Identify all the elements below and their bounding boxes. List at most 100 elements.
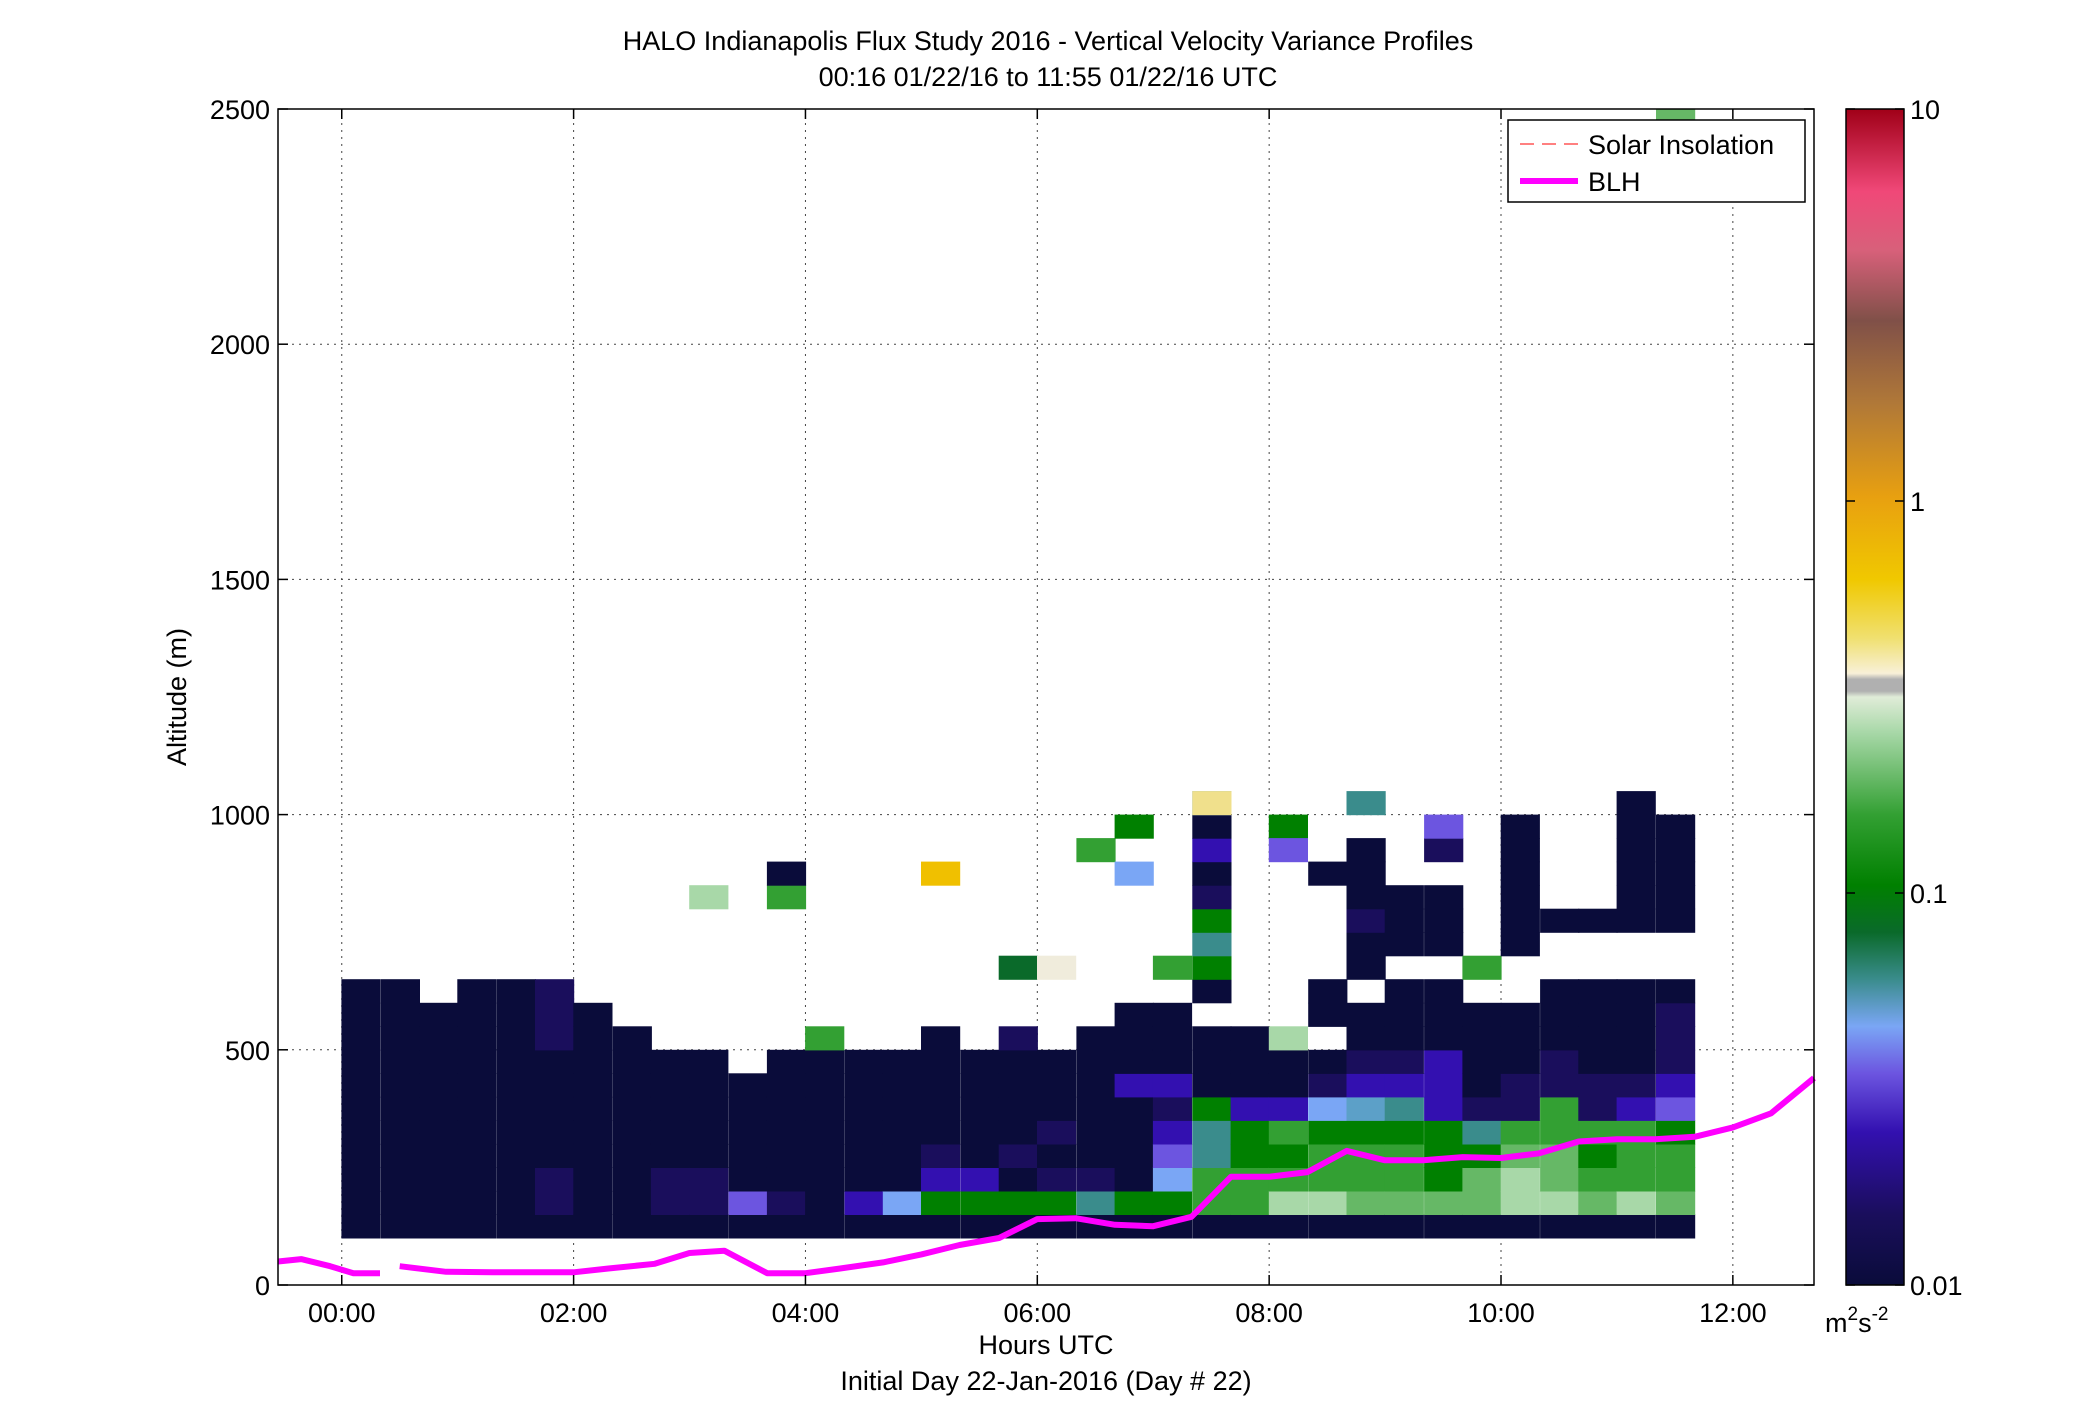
heatmap-cell	[341, 1002, 381, 1027]
colorbar-gradient	[1845, 108, 1905, 1286]
heatmap-cell	[1114, 1190, 1154, 1215]
heatmap-cell	[728, 1120, 768, 1145]
heatmap-cell	[1424, 979, 1464, 1004]
heatmap-cell	[689, 1120, 729, 1145]
y-tick-label: 0	[255, 1271, 270, 1301]
heatmap-cell	[1268, 1096, 1308, 1121]
heatmap-cell	[650, 1214, 691, 1239]
heatmap-cell	[650, 1167, 691, 1192]
heatmap-cell	[1308, 1002, 1348, 1027]
heatmap-cell	[921, 861, 961, 886]
heatmap-cell	[496, 1049, 536, 1074]
heatmap-cell	[1384, 1026, 1424, 1051]
heatmap-cell	[496, 1190, 536, 1215]
heatmap-cell	[1152, 1143, 1193, 1168]
heatmap-cell	[1192, 1073, 1232, 1098]
heatmap-cell	[921, 1073, 961, 1098]
plot-frame	[277, 108, 1815, 1286]
heatmap-cell	[573, 1120, 613, 1145]
heatmap-cell	[1037, 1096, 1077, 1121]
heatmap-cell	[1384, 979, 1424, 1004]
heatmap-cell	[612, 1026, 652, 1051]
heatmap-cell	[805, 1026, 845, 1051]
heatmap-cell	[844, 1190, 884, 1215]
heatmap-cell	[1346, 1073, 1386, 1098]
heatmap-cell	[1656, 1190, 1696, 1215]
heatmap-cell	[882, 1167, 922, 1192]
heatmap-cell	[1656, 885, 1696, 910]
heatmap-cell	[689, 1096, 729, 1121]
heatmap-cell	[1500, 1002, 1540, 1027]
heatmap-cell	[535, 1002, 575, 1027]
heatmap-cell	[960, 1073, 1000, 1098]
heatmap-cell	[457, 1002, 497, 1027]
heatmap-cell	[419, 1143, 459, 1168]
heatmap-cell	[341, 1167, 381, 1192]
heatmap-cell	[1308, 1073, 1348, 1098]
heatmap-cell	[960, 1190, 1000, 1215]
heatmap-cell	[689, 1143, 729, 1168]
heatmap-cell	[1656, 861, 1696, 886]
heatmap-cell	[496, 1026, 536, 1051]
heatmap-cell	[921, 1190, 961, 1215]
heatmap-cell	[341, 1096, 381, 1121]
heatmap-cell	[766, 1190, 807, 1215]
heatmap-cell	[1346, 955, 1386, 980]
heatmap-cell	[882, 1049, 922, 1074]
heatmap-cell	[1500, 885, 1540, 910]
heatmap-cell	[689, 1167, 729, 1192]
heatmap-cell	[1616, 838, 1656, 863]
heatmap-cell	[419, 1096, 459, 1121]
heatmap-cell	[1192, 814, 1232, 839]
heatmap-cell	[1152, 1120, 1193, 1145]
heatmap-cell	[380, 1167, 420, 1192]
heatmap-cell	[1268, 1143, 1308, 1168]
colorbar-tick-label: 1	[1910, 487, 1925, 517]
heatmap-cell	[1384, 885, 1424, 910]
heatmap-cell	[844, 1143, 884, 1168]
heatmap-cell	[1037, 1143, 1077, 1168]
heatmap-cell	[1540, 1026, 1580, 1051]
heatmap-cell	[1424, 1002, 1464, 1027]
heatmap-cell	[535, 1120, 575, 1145]
heatmap-cell	[1076, 1073, 1116, 1098]
heatmap-cell	[805, 1143, 845, 1168]
heatmap-cell	[1076, 1167, 1116, 1192]
heatmap-cell	[535, 1214, 575, 1239]
heatmap-cell	[341, 1026, 381, 1051]
heatmap-cell	[1616, 885, 1656, 910]
heatmap-cell	[1230, 1096, 1270, 1121]
heatmap-cell	[380, 979, 420, 1004]
heatmap-cell	[1616, 1167, 1656, 1192]
heatmap-cell	[689, 885, 729, 910]
heatmap-cell	[1268, 1214, 1308, 1239]
heatmap-cell	[1037, 1073, 1077, 1098]
heatmap-cell	[1540, 1190, 1580, 1215]
heatmap-cell	[882, 1096, 922, 1121]
heatmap-cell	[960, 1049, 1000, 1074]
y-tick-label: 1000	[210, 801, 270, 831]
heatmap-cell	[1424, 932, 1464, 957]
heatmap-cell	[960, 1214, 1000, 1239]
heatmap-cell	[380, 1214, 420, 1239]
legend-box	[1507, 119, 1806, 203]
heatmap-cell	[1578, 1167, 1618, 1192]
heatmap-cell	[612, 1143, 652, 1168]
heatmap-cell	[1192, 885, 1232, 910]
x-tick-label: 06:00	[1004, 1298, 1072, 1328]
heatmap-cell	[1462, 1049, 1502, 1074]
heatmap-cell	[998, 1096, 1038, 1121]
heatmap-cell	[1152, 1002, 1193, 1027]
heatmap-cell	[457, 979, 497, 1004]
x-tick-label: 00:00	[308, 1298, 376, 1328]
heatmap-cell	[689, 1214, 729, 1239]
heatmap-cell	[1384, 1120, 1424, 1145]
heatmap-cell	[1268, 1073, 1308, 1098]
heatmap-cell	[882, 1143, 922, 1168]
heatmap-cell	[573, 1073, 613, 1098]
heatmap-cell	[921, 1214, 961, 1239]
heatmap-cell	[1462, 1096, 1502, 1121]
heatmap-cell	[1308, 861, 1348, 886]
heatmap-cell	[1424, 1167, 1464, 1192]
heatmap-cell	[380, 1143, 420, 1168]
